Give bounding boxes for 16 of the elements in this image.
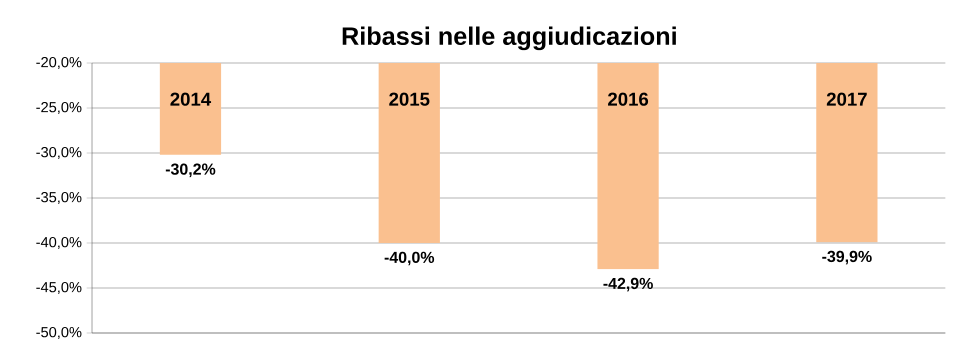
data-label: -30,2% <box>166 164 216 178</box>
data-label: -42,9% <box>603 278 653 292</box>
chart-title: Ribassi nelle aggiudicazioni <box>342 26 676 50</box>
y-tick-label: -20,0% <box>36 56 82 70</box>
y-tick-label: -35,0% <box>36 192 82 204</box>
y-tick-label: -30,0% <box>36 146 82 160</box>
data-label: -40,0% <box>384 252 434 266</box>
x-tick-label: 2016 <box>608 92 648 106</box>
x-tick-label: 2015 <box>389 92 430 106</box>
y-tick-label: -40,0% <box>36 236 82 250</box>
x-tick-label: 2014 <box>170 92 212 106</box>
data-label: -39,9% <box>822 250 872 264</box>
y-tick-label: -25,0% <box>36 102 82 114</box>
y-tick-label: -50,0% <box>36 326 82 340</box>
x-tick-label: 2017 <box>826 92 867 106</box>
y-tick-label: -45,0% <box>36 282 82 294</box>
